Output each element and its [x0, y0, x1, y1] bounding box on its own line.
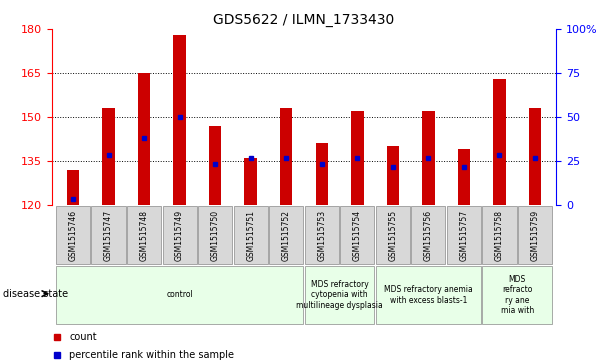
Bar: [493, 79, 506, 205]
FancyBboxPatch shape: [518, 206, 552, 264]
Text: MDS refractory anemia
with excess blasts-1: MDS refractory anemia with excess blasts…: [384, 285, 473, 305]
Bar: [138, 73, 150, 205]
Text: GSM1515754: GSM1515754: [353, 209, 362, 261]
Bar: [316, 143, 328, 205]
Bar: [209, 126, 221, 205]
Text: GSM1515751: GSM1515751: [246, 209, 255, 261]
Text: count: count: [69, 332, 97, 342]
Bar: [102, 108, 115, 205]
Text: control: control: [166, 290, 193, 299]
FancyBboxPatch shape: [482, 206, 517, 264]
Bar: [387, 146, 399, 205]
Text: GSM1515748: GSM1515748: [140, 209, 148, 261]
FancyBboxPatch shape: [91, 206, 126, 264]
Bar: [280, 108, 292, 205]
Bar: [458, 149, 470, 205]
FancyBboxPatch shape: [376, 266, 481, 324]
Bar: [529, 108, 541, 205]
Text: MDS
refracto
ry ane
mia with: MDS refracto ry ane mia with: [500, 275, 534, 315]
Text: GSM1515752: GSM1515752: [282, 209, 291, 261]
Text: GSM1515758: GSM1515758: [495, 209, 504, 261]
FancyBboxPatch shape: [56, 266, 303, 324]
FancyBboxPatch shape: [482, 266, 552, 324]
FancyBboxPatch shape: [376, 206, 410, 264]
FancyBboxPatch shape: [412, 206, 446, 264]
Text: GSM1515749: GSM1515749: [175, 209, 184, 261]
Text: GSM1515746: GSM1515746: [69, 209, 77, 261]
Bar: [422, 111, 435, 205]
Bar: [173, 35, 186, 205]
Text: GSM1515759: GSM1515759: [531, 209, 539, 261]
Text: GSM1515757: GSM1515757: [460, 209, 468, 261]
FancyBboxPatch shape: [269, 206, 303, 264]
FancyBboxPatch shape: [233, 206, 268, 264]
Text: disease state: disease state: [3, 289, 68, 299]
Title: GDS5622 / ILMN_1733430: GDS5622 / ILMN_1733430: [213, 13, 395, 26]
Text: MDS refractory
cytopenia with
multilineage dysplasia: MDS refractory cytopenia with multilinea…: [296, 280, 383, 310]
FancyBboxPatch shape: [127, 206, 161, 264]
FancyBboxPatch shape: [305, 206, 339, 264]
Bar: [244, 158, 257, 205]
FancyBboxPatch shape: [305, 266, 375, 324]
Bar: [67, 170, 79, 205]
FancyBboxPatch shape: [340, 206, 375, 264]
Text: GSM1515747: GSM1515747: [104, 209, 113, 261]
FancyBboxPatch shape: [56, 206, 90, 264]
Bar: [351, 111, 364, 205]
FancyBboxPatch shape: [198, 206, 232, 264]
Text: GSM1515750: GSM1515750: [210, 209, 219, 261]
Text: percentile rank within the sample: percentile rank within the sample: [69, 350, 234, 360]
FancyBboxPatch shape: [447, 206, 481, 264]
FancyBboxPatch shape: [162, 206, 196, 264]
Text: GSM1515755: GSM1515755: [389, 209, 398, 261]
Text: GSM1515756: GSM1515756: [424, 209, 433, 261]
Text: GSM1515753: GSM1515753: [317, 209, 326, 261]
